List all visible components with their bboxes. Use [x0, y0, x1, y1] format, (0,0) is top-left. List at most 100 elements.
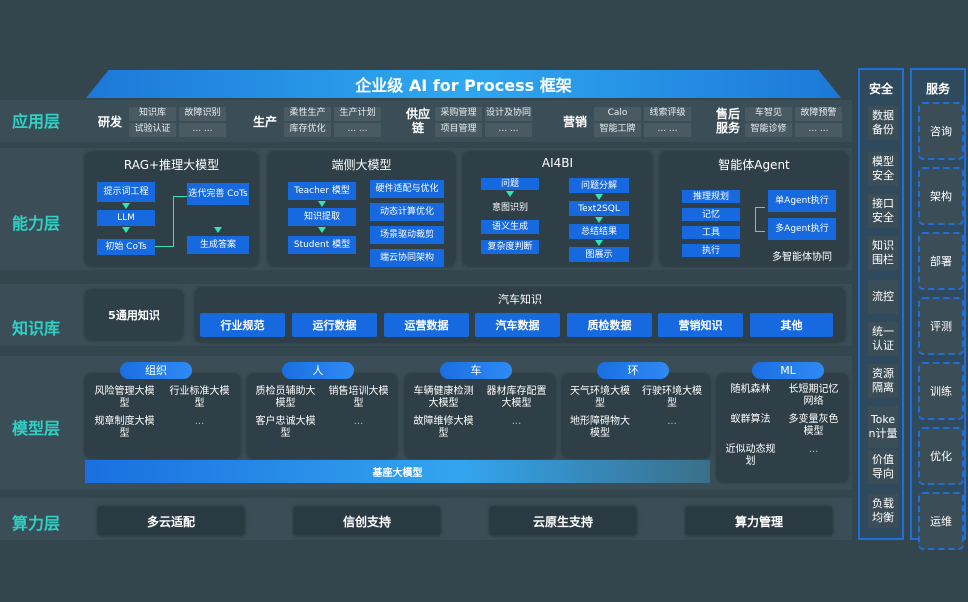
connector-line [173, 196, 174, 247]
layer-label-capability: 能力层 [12, 214, 61, 233]
model-item: 风险管理大模型 [94, 386, 155, 409]
base-model-bar: 基座大模型 [85, 460, 710, 483]
security-item: 知识围栏 [868, 236, 898, 270]
security-item: 数据备份 [868, 106, 898, 140]
edge-student: Student 模型 [288, 236, 356, 254]
model-item: 蚁群算法 [730, 414, 771, 425]
agent-single: 单Agent执行 [768, 190, 836, 212]
model-item: ... [353, 416, 364, 427]
service-item: 咨询 [918, 102, 964, 160]
knowledge-item: 其他 [750, 313, 833, 337]
arrow-down-icon [595, 194, 603, 200]
arrow-down-icon [595, 217, 603, 223]
app-item: ... ... [644, 123, 691, 137]
security-item: 统一认证 [868, 322, 898, 356]
model-tag-pill: ML [752, 362, 824, 379]
panel-title: RAG+推理大模型 [123, 158, 220, 172]
compute-item: 算力管理 [686, 507, 832, 535]
app-item: Calo [594, 107, 641, 121]
ai4bi-decompose: 问题分解 [569, 178, 629, 193]
model-item: 客户忠诚大模型 [255, 416, 316, 439]
layer-label-compute: 算力层 [12, 514, 61, 533]
connector-line [755, 207, 765, 208]
arrow-down-icon [595, 240, 603, 246]
rag-llm: LLM [97, 210, 155, 226]
panel-title: 智能体Agent [718, 158, 790, 172]
compute-item: 信创支持 [294, 507, 440, 535]
connector-line [173, 196, 187, 197]
security-item: 价值导向 [868, 450, 898, 484]
service-title: 服务 [925, 82, 950, 96]
edge-item: 动态计算优化 [370, 203, 444, 221]
app-item: 采购管理 [435, 107, 482, 121]
model-panel: 随机森林 长短期记忆网络 蚁群算法 多变量灰色模型 近似动态规划... [717, 374, 848, 482]
edge-teacher: Teacher 模型 [288, 182, 356, 200]
model-item: 质检员辅助大模型 [255, 386, 316, 409]
app-item: ... ... [795, 123, 842, 137]
model-panel: 质检员辅助大模型 销售培训大模型 客户忠诚大模型... [247, 374, 397, 458]
edge-item: 端云协同架构 [370, 249, 444, 267]
ai4bi-complexity: 复杂度判断 [481, 240, 539, 254]
ai4bi-question: 问题 [481, 178, 539, 190]
app-item: 线索评级 [644, 107, 691, 121]
arrow-down-icon [122, 203, 130, 209]
layer-label-model: 模型层 [12, 419, 61, 438]
app-group-name: 营销 [562, 115, 587, 129]
ai4bi-text2sql: Text2SQL [569, 201, 629, 216]
service-item: 评测 [918, 297, 964, 355]
knowledge-item: 质检数据 [567, 313, 652, 337]
model-tag-pill: 人 [282, 362, 354, 379]
model-tag-pill: 环 [597, 362, 669, 379]
ai4bi-semantic: 语义生成 [481, 220, 539, 234]
panel-title: AI4BI [541, 156, 574, 170]
layer-label-knowledge: 知识库 [12, 319, 61, 338]
connector-line [755, 207, 756, 231]
arrow-down-icon [318, 201, 326, 207]
model-item: 地形障碍物大模型 [570, 416, 630, 439]
edge-item: 场景驱动裁剪 [370, 226, 444, 244]
knowledge-item: 行业规范 [200, 313, 285, 337]
rag-answer: 生成答案 [187, 236, 249, 254]
model-item: 长短期记忆网络 [788, 384, 839, 407]
panel-rag: RAG+推理大模型提示词工程 LLM 初始 CoTs 迭代完善 CoTs 生成答案 [85, 152, 258, 266]
rag-prompt: 提示词工程 [97, 182, 155, 202]
security-column: 安全 数据备份 模型安全 接口安全 知识围栏 流控 统一认证 资源隔离 Token计量 价值导向负… [858, 68, 904, 540]
agent-step: 工具 [682, 226, 740, 239]
agent-collab: 多智能体协同 [772, 252, 832, 263]
security-item: 资源隔离 [868, 364, 898, 398]
model-panel: 天气环境大模型 行驶环境大模型 地形障碍物大模型... [562, 374, 710, 458]
model-item: ... [808, 444, 819, 455]
arrow-down-icon [506, 191, 514, 197]
model-item: 销售培训大模型 [328, 386, 389, 409]
service-item: 优化 [918, 427, 964, 485]
app-item: 设计及协同 [485, 107, 532, 121]
arrow-down-icon [214, 227, 222, 233]
compute-item: 多云适配 [98, 507, 244, 535]
security-item: 流控 [868, 280, 898, 314]
model-item: ... [667, 416, 677, 427]
rag-iter-cots: 迭代完善 CoTs [187, 183, 249, 205]
app-item: 故障识别 [179, 107, 226, 121]
model-item: ... [511, 416, 522, 427]
app-item: 车智见 [745, 107, 792, 121]
knowledge-item: 营销知识 [658, 313, 743, 337]
edge-item: 硬件适配与优化 [370, 180, 444, 198]
service-item: 架构 [918, 167, 964, 225]
app-item: 知识库 [129, 107, 176, 121]
service-item: 部署 [918, 232, 964, 290]
arrow-down-icon [318, 227, 326, 233]
panel-agent: 智能体Agent 推理规划 记忆 工具 执行 单Agent执行 多Agent执行 多智能体协同 [660, 152, 848, 266]
knowledge-auto-title: 汽车知识 [498, 293, 542, 306]
model-item: 多变量灰色模型 [788, 414, 839, 437]
model-panel: 车辆健康检测大模型 器材库存配置大模型 故障维修大模型... [405, 374, 555, 458]
model-tag-pill: 组织 [120, 362, 192, 379]
edge-extract: 知识提取 [288, 208, 356, 226]
rag-init-cots: 初始 CoTs [97, 239, 155, 255]
app-item: 库存优化 [284, 123, 331, 137]
knowledge-item: 运行数据 [292, 313, 377, 337]
service-column: 服务 咨询 架构 部署 评测 训练 优化 运维 [910, 68, 966, 550]
app-item: ... ... [179, 123, 226, 137]
agent-multi: 多Agent执行 [768, 218, 836, 240]
model-item: 近似动态规划 [725, 444, 776, 467]
panel-edge: 端侧大模型 Teacher 模型 知识提取 Student 模型 硬件适配与优化 动态计算… [268, 152, 455, 267]
